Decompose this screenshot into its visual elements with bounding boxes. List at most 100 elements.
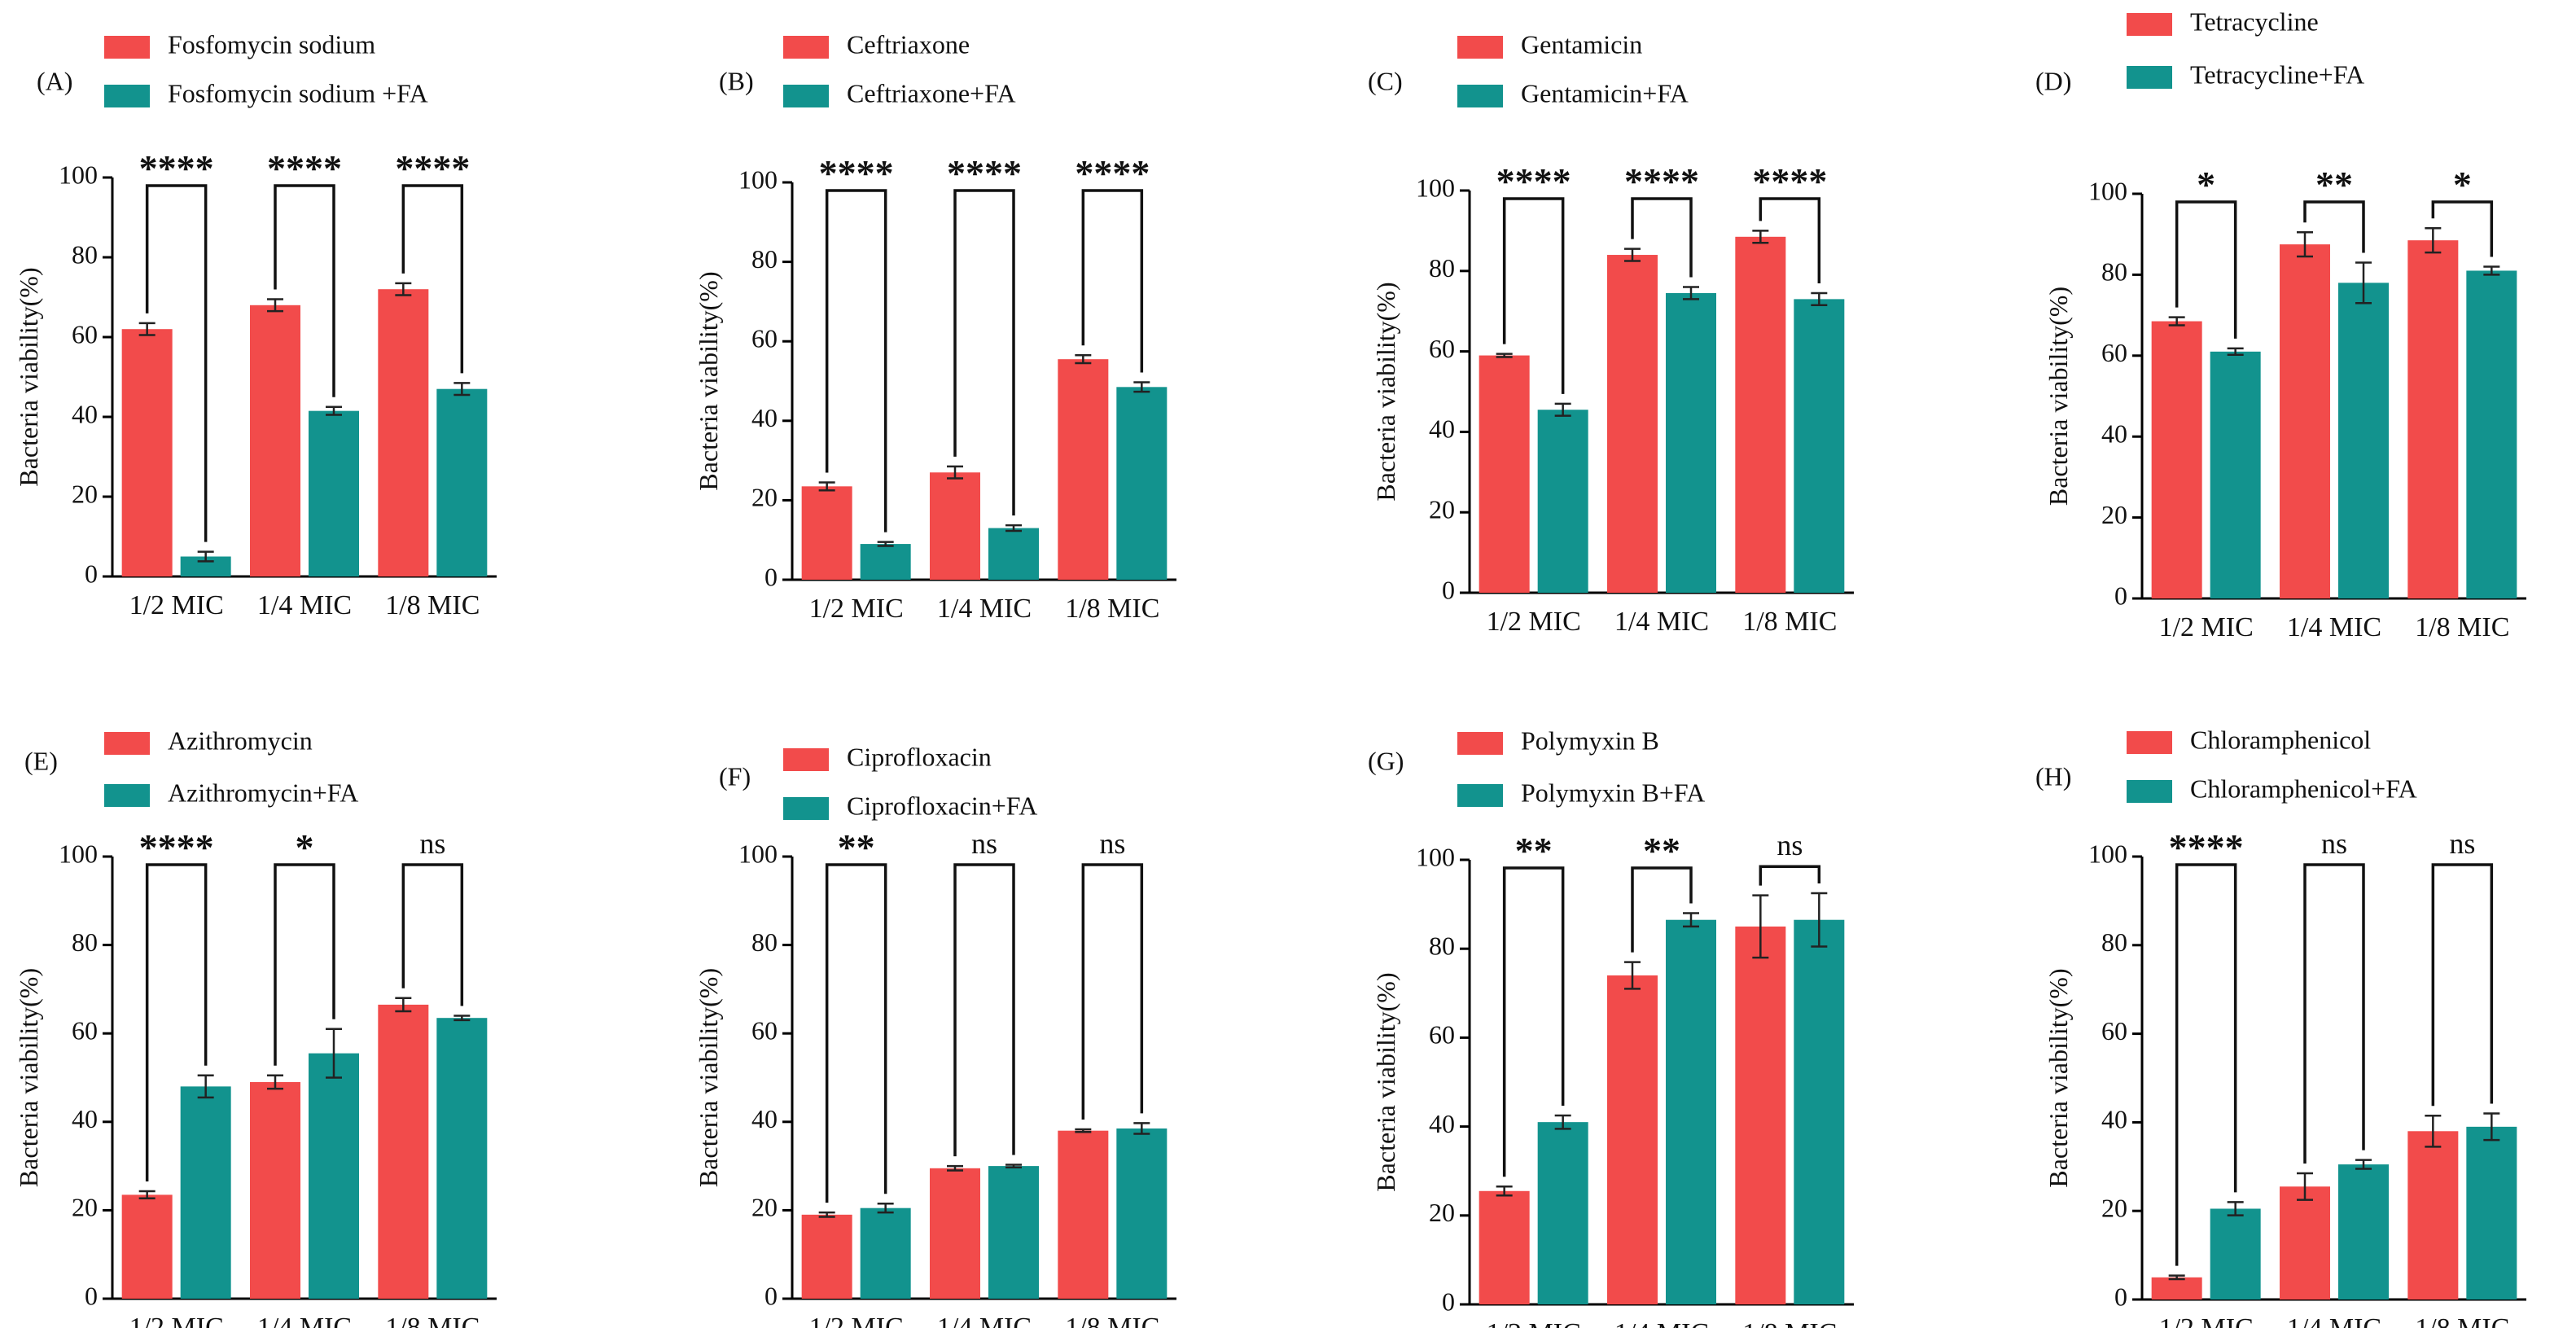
y-tick-label: 80 [72,927,98,957]
significance-label: **** [1496,160,1571,202]
bar-combo [1116,387,1168,580]
x-tick-label: 1/4 MIC [257,1313,352,1328]
significance-label: ns [2449,827,2475,860]
legend-swatch-antibiotic [2127,731,2172,754]
legend-swatch-antibiotic [1457,732,1503,755]
bar-combo [2466,1126,2517,1300]
y-tick-label: 0 [2114,581,2127,610]
y-tick-label: 100 [1416,173,1455,202]
y-tick-label: 60 [2101,338,2127,367]
y-axis-label: Bacteria viability(%) [694,968,723,1187]
bar-combo [1666,919,1716,1304]
bar-antibiotic [378,289,429,576]
y-tick-label: 80 [2101,927,2127,957]
panel-label: (G) [1368,746,1404,775]
y-tick-label: 100 [1416,842,1455,871]
x-tick-label: 1/4 MIC [937,1313,1032,1328]
significance-label: ns [971,827,997,860]
y-axis-label: Bacteria viability(%) [2044,968,2073,1187]
significance-label: ** [1515,830,1553,871]
significance-bracket [1631,866,1693,953]
y-tick-label: 80 [2101,257,2127,287]
bar-antibiotic [801,1214,852,1299]
y-tick-label: 20 [1429,1198,1455,1227]
bar-combo [2338,1164,2389,1300]
legend-swatch-antibiotic [783,748,829,771]
significance-bracket [145,184,208,542]
significance-label: ** [1643,830,1680,871]
significance-label: **** [1624,160,1699,202]
y-tick-label: 0 [1442,1286,1455,1316]
significance-label: **** [139,147,214,189]
y-axis-label: Bacteria viability(%) [14,267,43,486]
bar-combo [860,544,911,580]
legend-label: Tetracycline [2190,7,2319,36]
y-tick-label: 100 [59,160,98,189]
bar-antibiotic [1735,926,1786,1304]
significance-bracket [825,863,887,1203]
legend-label: Azithromycin+FA [168,778,358,807]
bar-antibiotic [2151,1277,2202,1300]
y-tick-label: 20 [72,479,98,508]
x-tick-label: 1/4 MIC [937,594,1032,624]
panel-e: (E) Azithromycin Azithromycin+FA 0 20 40 60 80 1… [14,725,497,1328]
bar-combo [860,1207,911,1299]
bar-combo [180,1086,231,1299]
significance-label: ns [1099,827,1125,860]
y-tick-label: 100 [2088,176,2127,205]
x-tick-label: 1/2 MIC [129,1313,224,1328]
x-tick-label: 1/2 MIC [2159,612,2254,642]
bar-antibiotic [250,305,300,576]
y-tick-label: 60 [2101,1016,2127,1045]
y-tick-label: 20 [2101,1194,2127,1223]
bar-combo [1116,1128,1168,1299]
bar-combo [436,1018,488,1299]
significance-bracket [401,863,464,1006]
significance-bracket [1759,197,1821,283]
y-tick-label: 40 [751,403,778,432]
y-tick-label: 20 [751,483,778,512]
legend-label: Tetracycline+FA [2190,59,2364,89]
bar-combo [2210,1208,2261,1300]
y-tick-label: 0 [2114,1282,2127,1311]
significance-bracket [401,184,464,374]
bar-combo [1537,410,1588,593]
bar-combo [436,388,488,576]
y-tick-label: 100 [738,164,778,194]
legend-swatch-combo [1457,784,1503,807]
bar-combo [2466,270,2517,598]
x-tick-label: 1/2 MIC [2159,1313,2254,1328]
bar-antibiotic [121,329,173,576]
y-tick-label: 0 [85,559,98,588]
bar-combo [1537,1122,1588,1304]
y-tick-label: 100 [2088,839,2127,868]
significance-bracket [145,863,208,1182]
significance-label: ns [2321,827,2347,860]
y-tick-label: 40 [751,1104,778,1133]
y-tick-label: 40 [2101,1105,2127,1134]
panel-c: (C) Gentamicin Gentamicin+FA 0 20 40 60 80 100 Ba… [1368,29,1854,637]
panel-d: (D) Tetracycline Tetracycline+FA 0 20 40 60 80 1… [2035,7,2526,642]
panel-b: (B) Ceftriaxone Ceftriaxone+FA 0 20 40 60 80 100… [694,29,1176,624]
panel-label: (E) [24,746,58,775]
y-tick-label: 20 [72,1193,98,1222]
bar-combo [988,528,1039,580]
panel-label: (D) [2035,66,2071,95]
legend-label: Ceftriaxone [847,29,970,59]
x-tick-label: 1/4 MIC [2287,612,2381,642]
panel-h: (H) Chloramphenicol Chloramphenicol+FA 0 20 4… [2035,725,2526,1328]
legend-label: Gentamicin [1521,29,1642,59]
x-tick-label: 1/2 MIC [809,1313,904,1328]
bar-combo [2338,283,2389,598]
y-tick-label: 40 [1429,414,1455,444]
y-tick-label: 20 [1429,495,1455,524]
significance-label: **** [947,152,1022,194]
y-tick-label: 80 [751,244,778,274]
legend-label: Polymyxin B [1521,725,1659,755]
legend-label: Gentamicin+FA [1521,78,1689,107]
legend-swatch-combo [104,85,150,107]
legend-swatch-combo [2127,780,2172,803]
y-tick-label: 80 [751,927,778,957]
y-tick-label: 0 [764,562,778,591]
x-tick-label: 1/8 MIC [2415,1313,2509,1328]
